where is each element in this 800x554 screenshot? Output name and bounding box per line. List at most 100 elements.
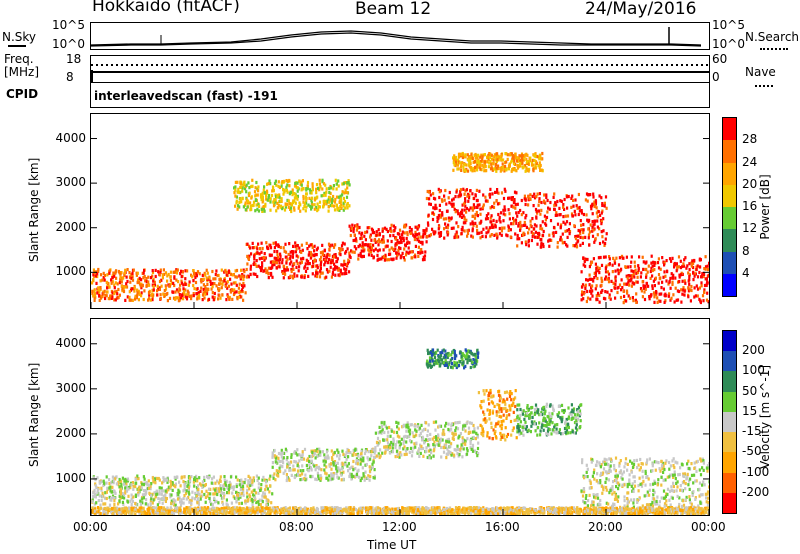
x-tick-label: 16:00 [485, 520, 520, 534]
cpid-text: interleavedscan (fast) -191 [94, 89, 278, 103]
y-tick-label: 4000 [55, 130, 86, 145]
y-tick-label: 2000 [55, 425, 86, 440]
date-title: 24/May/2016 [585, 0, 697, 19]
colorbar-tick-label: 100 [742, 363, 765, 378]
nsky-panel [90, 22, 710, 50]
y-tick-label: 1000 [55, 470, 86, 485]
colorbar-segment [723, 391, 736, 412]
colorbar-tick-label: -50 [742, 444, 762, 459]
nave-tick-high: 60 [712, 52, 728, 66]
echo-band [477, 388, 518, 442]
colorbar-segment [723, 452, 736, 473]
x-tick-label: 04:00 [176, 520, 211, 534]
colorbar-segment [723, 273, 736, 296]
colorbar-tick-label: 200 [742, 343, 765, 358]
colorbar-tick-label: 16 [742, 199, 758, 213]
echo-band [91, 506, 709, 515]
colorbar-tick-label: 8 [742, 243, 750, 258]
colorbar-tick-label: -15 [742, 424, 762, 439]
y-tick-label: 3000 [55, 175, 86, 190]
colorbar-segment [723, 207, 736, 230]
colorbar-tick-label: 15 [742, 403, 758, 418]
beam-title: Beam 12 [355, 0, 432, 19]
colorbar-tick-label: 4 [742, 265, 750, 280]
echo-band [233, 178, 351, 214]
colorbar-segment [723, 492, 736, 513]
y-tick-label: 3000 [55, 380, 86, 395]
freq-label-2: [MHz] [4, 65, 40, 79]
colorbar-segment [723, 351, 736, 372]
freq-label-1: Freq. [4, 52, 34, 66]
nsky-trace [91, 27, 702, 47]
x-tick-label: 08:00 [279, 520, 314, 534]
colorbar-segment [723, 229, 736, 252]
nave-legend-line [755, 85, 773, 87]
echo-band [516, 192, 608, 249]
colorbar-tick-label: 50 [742, 383, 758, 398]
colorbar-segment [723, 251, 736, 274]
velocity-panel [90, 318, 710, 516]
echo-band [271, 447, 377, 483]
power-colorbar [722, 117, 737, 297]
nsearch-tick-low: 10^0 [712, 37, 745, 51]
x-axis-label: Time UT [367, 538, 417, 552]
nave-tick-low: 0 [712, 70, 720, 84]
echo-band [516, 402, 583, 437]
freq-panel [90, 55, 710, 83]
colorbar-tick-label: 28 [742, 132, 758, 147]
echo-band [91, 474, 274, 507]
echo-band [245, 241, 351, 280]
y-tick-label: 2000 [55, 219, 86, 234]
nave-label: Nave [745, 65, 776, 79]
colorbar-segment [723, 432, 736, 453]
colorbar-tick-label: 20 [742, 176, 758, 191]
power-plot [91, 138, 709, 308]
velocity-colorbar-label: Velocity [m s^-1] [758, 364, 772, 470]
y-tick-label: 4000 [55, 335, 86, 350]
colorbar-segment [723, 140, 736, 163]
power-colorbar-label: Power [dB] [758, 174, 772, 240]
echo-band [452, 151, 544, 173]
power-ylabel: Slant Range [km] [27, 157, 41, 262]
echo-band [580, 456, 709, 510]
cpid-label: CPID [6, 87, 39, 101]
velocity-plot [91, 343, 709, 515]
velocity-ylabel: Slant Range [km] [27, 362, 41, 467]
echo-band [425, 187, 518, 240]
x-tick-label: 20:00 [588, 520, 623, 534]
freq-tick-high: 18 [66, 52, 82, 66]
nsearch-tick-high: 10^5 [712, 18, 745, 32]
nsky-legend-line [8, 45, 26, 47]
x-tick-label: 00:00 [73, 520, 108, 534]
freq-trace [91, 64, 709, 82]
radar-title: Hokkaido (fitACF) [92, 0, 240, 16]
colorbar-segment [723, 371, 736, 392]
colorbar-segment [723, 472, 736, 493]
colorbar-segment [723, 118, 736, 141]
echo-band [374, 420, 480, 460]
echo-band [91, 267, 247, 303]
y-tick-label: 1000 [55, 264, 86, 279]
colorbar-tick-label: -100 [742, 464, 770, 479]
nsearch-label: N.Search [745, 30, 800, 44]
colorbar-segment [723, 411, 736, 433]
cpid-panel: interleavedscan (fast) -191 [90, 83, 710, 108]
colorbar-segment [723, 331, 736, 352]
echo-band [425, 348, 480, 370]
velocity-colorbar [722, 330, 737, 514]
nsky-tick-low: 10^0 [52, 37, 85, 51]
echo-band [580, 254, 709, 305]
nsky-tick-high: 10^5 [52, 18, 85, 32]
echo-band [348, 223, 428, 262]
power-panel [90, 113, 710, 309]
colorbar-tick-label: 24 [742, 154, 758, 169]
x-tick-label: 00:00 [691, 520, 726, 534]
freq-tick-low: 8 [66, 70, 74, 84]
colorbar-segment [723, 162, 736, 185]
colorbar-segment [723, 184, 736, 207]
nsky-label: N.Sky [2, 30, 37, 44]
colorbar-tick-label: 12 [742, 221, 758, 236]
colorbar-tick-label: -200 [742, 484, 770, 499]
nsearch-legend-line [760, 48, 788, 50]
x-tick-label: 12:00 [382, 520, 417, 534]
